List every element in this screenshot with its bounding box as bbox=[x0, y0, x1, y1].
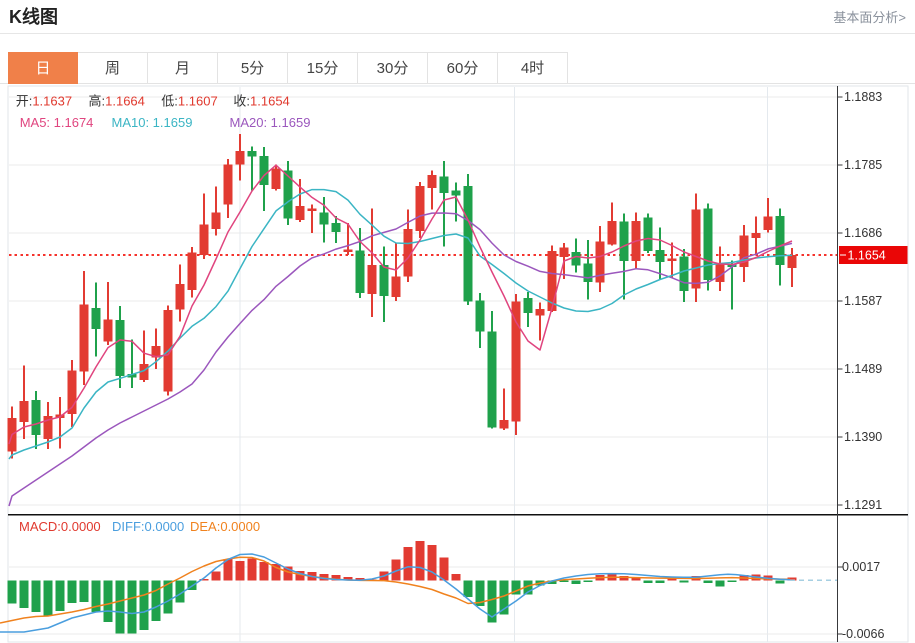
svg-text:0.0017: 0.0017 bbox=[842, 560, 880, 574]
svg-text:DIFF:0.0000: DIFF:0.0000 bbox=[112, 519, 184, 534]
svg-text:-0.0066: -0.0066 bbox=[842, 627, 884, 641]
svg-text:MA10: 1.1659: MA10: 1.1659 bbox=[112, 115, 193, 130]
svg-text:1.1489: 1.1489 bbox=[844, 362, 882, 376]
svg-text:1.1686: 1.1686 bbox=[844, 226, 882, 240]
svg-text:高:1.1664: 高:1.1664 bbox=[89, 94, 145, 109]
svg-text:1.1587: 1.1587 bbox=[844, 294, 882, 308]
svg-text:1.1785: 1.1785 bbox=[844, 158, 882, 172]
svg-text:开:1.1637: 开:1.1637 bbox=[16, 94, 72, 109]
svg-text:低:1.1607: 低:1.1607 bbox=[161, 94, 217, 109]
svg-text:MA5: 1.1674: MA5: 1.1674 bbox=[20, 115, 94, 130]
svg-text:1.1654: 1.1654 bbox=[848, 249, 886, 263]
svg-text:DEA:0.0000: DEA:0.0000 bbox=[190, 519, 260, 534]
svg-text:1.1883: 1.1883 bbox=[844, 90, 882, 104]
svg-text:收:1.1654: 收:1.1654 bbox=[233, 94, 289, 109]
svg-text:MA20: 1.1659: MA20: 1.1659 bbox=[230, 115, 311, 130]
svg-text:1.1291: 1.1291 bbox=[844, 498, 882, 512]
svg-text:1.1390: 1.1390 bbox=[844, 430, 882, 444]
svg-text:MACD:0.0000: MACD:0.0000 bbox=[19, 519, 101, 534]
